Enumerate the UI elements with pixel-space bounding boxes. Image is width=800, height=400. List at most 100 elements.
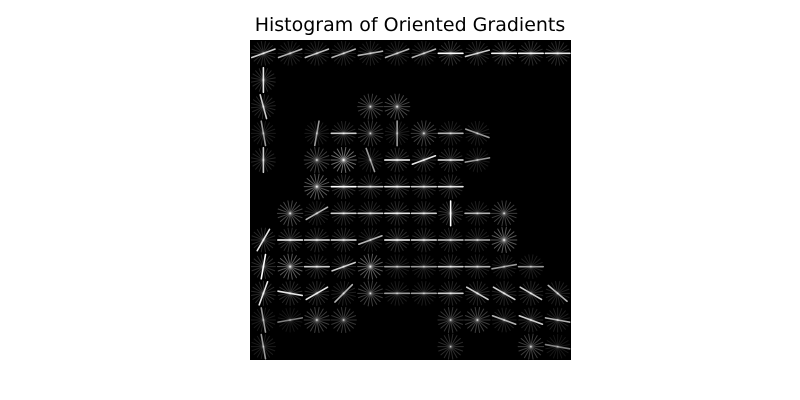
hog-diffuse-stroke bbox=[447, 333, 454, 360]
hog-diffuse-stroke bbox=[333, 311, 354, 329]
hog-diffuse-stroke bbox=[384, 101, 410, 112]
hog-diffuse-stroke bbox=[363, 95, 378, 119]
hog-diffuse-stroke bbox=[421, 120, 427, 147]
hog-diffuse-stroke bbox=[443, 335, 458, 359]
hog-edge-stroke bbox=[313, 120, 320, 147]
hog-diffuse-stroke bbox=[528, 333, 534, 360]
hog-diffuse-stroke bbox=[520, 338, 542, 356]
hog-diffuse-stroke bbox=[384, 101, 410, 112]
hog-diffuse-stroke bbox=[524, 335, 538, 359]
hog-diffuse-stroke bbox=[363, 255, 378, 279]
hog-diffuse-stroke bbox=[310, 148, 324, 172]
hog-diffuse-stroke bbox=[306, 178, 328, 196]
hog-edge-stroke bbox=[491, 314, 517, 326]
hog-diffuse-stroke bbox=[386, 98, 408, 116]
hog-diffuse-stroke bbox=[314, 173, 320, 200]
hog-background bbox=[250, 40, 571, 360]
hog-diffuse-stroke bbox=[287, 253, 293, 280]
hog-diffuse-stroke bbox=[310, 308, 324, 332]
hog-edge-stroke bbox=[331, 261, 356, 272]
hog-edge-stroke bbox=[277, 48, 303, 59]
hog-diffuse-stroke bbox=[464, 315, 490, 325]
hog-edge-stroke bbox=[277, 290, 304, 297]
hog-diffuse-stroke bbox=[438, 341, 464, 352]
hog-diffuse-stroke bbox=[283, 255, 297, 279]
hog-diffuse-stroke bbox=[314, 306, 320, 334]
hog-diffuse-stroke bbox=[360, 258, 381, 276]
hog-diffuse-stroke bbox=[336, 148, 351, 172]
hog-diffuse-stroke bbox=[493, 204, 515, 222]
hog-edge-stroke bbox=[259, 93, 268, 120]
hog-diffuse-stroke bbox=[357, 288, 383, 299]
hog-diffuse-stroke bbox=[314, 173, 320, 200]
hog-diffuse-stroke bbox=[411, 128, 437, 139]
hog-diffuse-stroke bbox=[277, 261, 303, 272]
hog-diffuse-stroke bbox=[287, 200, 293, 227]
hog-diffuse-stroke bbox=[306, 151, 328, 169]
hog-diffuse-stroke bbox=[443, 308, 458, 332]
hog-diffuse-stroke bbox=[279, 258, 301, 276]
hog-diffuse-stroke bbox=[518, 341, 544, 352]
hog-diffuse-stroke bbox=[357, 101, 383, 112]
hog-diffuse-stroke bbox=[467, 311, 488, 329]
hog-diffuse-stroke bbox=[357, 128, 383, 139]
hog-diffuse-stroke bbox=[331, 155, 357, 165]
hog-diffuse-stroke bbox=[518, 341, 544, 352]
hog-diffuse-stroke bbox=[491, 235, 517, 245]
hog-diffuse-stroke bbox=[279, 258, 301, 276]
hog-diffuse-stroke bbox=[474, 306, 481, 334]
hog-edge-stroke bbox=[331, 48, 356, 59]
hog-diffuse-stroke bbox=[363, 121, 378, 145]
hog-diffuse-stroke bbox=[438, 315, 464, 325]
hog-diffuse-stroke bbox=[360, 258, 381, 276]
hog-diffuse-stroke bbox=[304, 315, 330, 325]
hog-edge-stroke bbox=[260, 333, 267, 360]
hog-diffuse-stroke bbox=[520, 338, 542, 356]
hog-diffuse-stroke bbox=[493, 204, 515, 222]
hog-edge-stroke bbox=[251, 48, 276, 59]
hog-diffuse-stroke bbox=[333, 151, 354, 169]
hog-diffuse-stroke bbox=[497, 201, 511, 225]
hog-diffuse-stroke bbox=[390, 95, 404, 119]
hog-diffuse-stroke bbox=[411, 128, 437, 139]
hog-diffuse-stroke bbox=[279, 204, 301, 222]
hog-diffuse-stroke bbox=[443, 308, 458, 332]
hog-diffuse-stroke bbox=[367, 253, 374, 280]
hog-glyphs bbox=[250, 40, 571, 360]
hog-diffuse-stroke bbox=[447, 306, 454, 334]
hog-edge-stroke bbox=[465, 128, 490, 139]
hog-diffuse-stroke bbox=[464, 315, 490, 325]
hog-edge-stroke bbox=[547, 284, 568, 303]
hog-diffuse-stroke bbox=[304, 155, 330, 165]
hog-diffuse-stroke bbox=[417, 121, 431, 145]
hog-diffuse-stroke bbox=[357, 261, 383, 272]
hog-diffuse-stroke bbox=[367, 120, 374, 147]
hog-diffuse-stroke bbox=[497, 201, 511, 225]
hog-edge-stroke bbox=[305, 286, 329, 301]
hog-diffuse-stroke bbox=[367, 253, 374, 280]
hog-diffuse-stroke bbox=[306, 178, 328, 196]
hog-diffuse-stroke bbox=[360, 98, 381, 116]
hog-diffuse-stroke bbox=[314, 306, 320, 334]
hog-image bbox=[250, 40, 571, 360]
hog-diffuse-stroke bbox=[304, 181, 330, 192]
hog-diffuse-stroke bbox=[310, 148, 324, 172]
hog-diffuse-stroke bbox=[363, 255, 378, 279]
hog-diffuse-stroke bbox=[336, 308, 351, 332]
hog-diffuse-stroke bbox=[306, 311, 328, 329]
hog-diffuse-stroke bbox=[491, 208, 517, 219]
hog-edge-stroke bbox=[277, 317, 304, 323]
hog-edge-stroke bbox=[491, 263, 518, 270]
hog-edge-stroke bbox=[544, 317, 571, 323]
hog-diffuse-stroke bbox=[304, 315, 330, 325]
hog-diffuse-stroke bbox=[491, 235, 517, 245]
hog-diffuse-stroke bbox=[283, 201, 297, 225]
hog-edge-stroke bbox=[519, 286, 543, 301]
hog-diffuse-stroke bbox=[363, 281, 378, 305]
hog-diffuse-stroke bbox=[493, 231, 515, 249]
hog-diffuse-stroke bbox=[340, 306, 347, 334]
hog-diffuse-stroke bbox=[357, 128, 383, 139]
hog-diffuse-stroke bbox=[367, 120, 374, 147]
hog-diffuse-stroke bbox=[501, 226, 507, 254]
